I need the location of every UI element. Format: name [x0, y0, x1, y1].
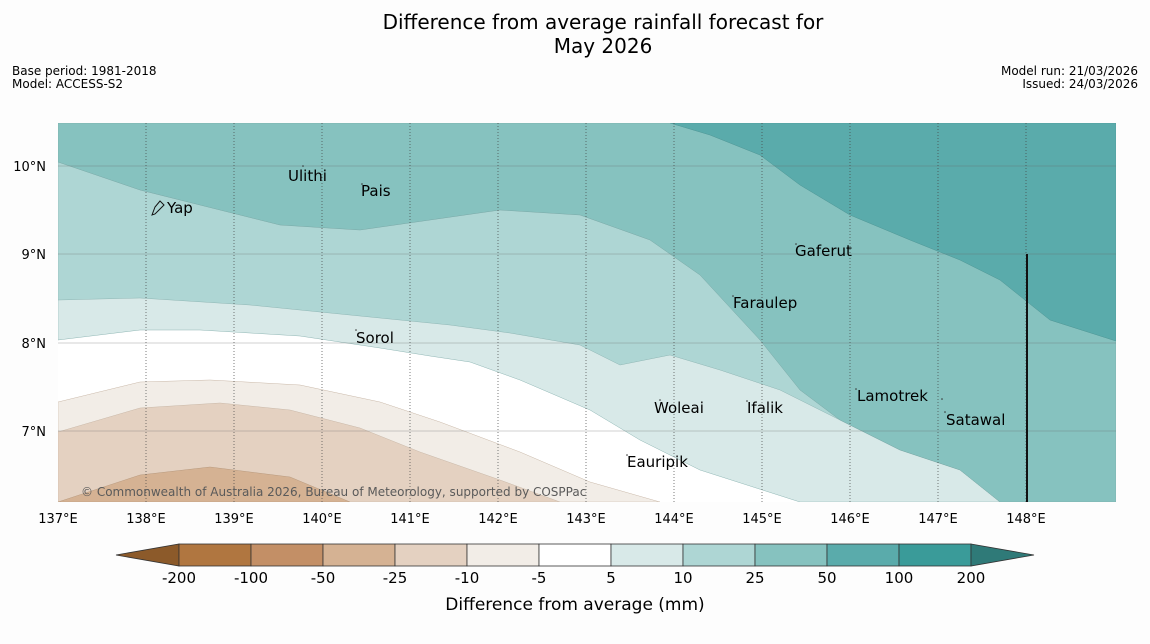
colorbar-swatch	[538, 543, 612, 567]
contour-map: Ulithi Pais Yap Gaferut Faraulep Sorol L…	[58, 123, 1116, 502]
colorbar-tick-label: -10	[455, 569, 480, 587]
band-tan-dark	[58, 466, 351, 502]
lat-tick-label: 9°N	[22, 248, 47, 263]
place-label: Sorol	[356, 329, 394, 347]
place-label: Lamotrek	[857, 387, 928, 405]
lon-tick-label: 146°E	[830, 512, 870, 527]
place-label: Eauripik	[627, 453, 688, 471]
title-line-1: Difference from average rainfall forecas…	[382, 10, 824, 34]
lon-tick-label: 140°E	[302, 512, 342, 527]
meta-left: Base period: 1981-2018 Model: ACCESS-S2	[12, 65, 157, 91]
place-label: Woleai	[654, 399, 704, 417]
lon-tick-label: 138°E	[126, 512, 166, 527]
lon-tick-label: 142°E	[478, 512, 518, 527]
lon-tick-label: 147°E	[918, 512, 958, 527]
lat-axis: 10°N 9°N 8°N 7°N	[13, 160, 46, 440]
model-run: Model run: 21/03/2026	[1000, 64, 1138, 78]
colorbar: -200 -100 -50 -25 -10 -5 5 10 25 50 100 …	[115, 543, 1035, 615]
colorbar-right-arrow	[970, 543, 1035, 567]
copyright-text: © Commonwealth of Australia 2026, Bureau…	[81, 485, 586, 499]
lat-tick-label: 7°N	[22, 425, 47, 440]
colorbar-swatch	[826, 543, 900, 567]
lon-tick-label: 144°E	[654, 512, 694, 527]
colorbar-swatch	[322, 543, 396, 567]
map-title: Difference from average rainfall forecas…	[0, 10, 1150, 58]
place-label: Satawal	[946, 411, 1005, 429]
colorbar-swatch	[610, 543, 684, 567]
colorbar-tick-label: 10	[673, 569, 692, 587]
colorbar-swatch	[394, 543, 468, 567]
colorbar-swatch	[898, 543, 972, 567]
base-period: Base period: 1981-2018	[12, 64, 157, 78]
colorbar-label: Difference from average (mm)	[445, 595, 704, 615]
colorbar-swatch	[682, 543, 756, 567]
colorbar-tick-label: 25	[745, 569, 764, 587]
colorbar-tick-label: -50	[311, 569, 336, 587]
colorbar-swatch	[250, 543, 324, 567]
lat-tick-label: 10°N	[13, 160, 46, 175]
colorbar-tick-label: -100	[234, 569, 268, 587]
graticule	[58, 123, 1116, 502]
model-name: Model: ACCESS-S2	[12, 77, 124, 91]
colorbar-tick-label: 100	[885, 569, 914, 587]
lon-tick-label: 141°E	[390, 512, 430, 527]
meta-right: Model run: 21/03/2026 Issued: 24/03/2026	[1001, 65, 1138, 91]
place-label: Faraulep	[733, 294, 797, 312]
lat-tick-label: 8°N	[22, 337, 47, 352]
lon-tick-label: 143°E	[566, 512, 606, 527]
issued-date: Issued: 24/03/2026	[1022, 77, 1138, 91]
colorbar-swatch	[754, 543, 828, 567]
colorbar-left-arrow	[115, 543, 180, 567]
lon-tick-label: 145°E	[742, 512, 782, 527]
lon-tick-label: 148°E	[1006, 512, 1046, 527]
colorbar-tick-label: 50	[817, 569, 836, 587]
colorbar-swatch	[466, 543, 540, 567]
title-line-2: May 2026	[553, 34, 653, 58]
colorbar-tick-label: -5	[532, 569, 547, 587]
colorbar-tick-label: -25	[383, 569, 408, 587]
yap-island-shape	[151, 200, 165, 216]
colorbar-tick-label: 5	[606, 569, 616, 587]
colorbar-swatch	[178, 543, 252, 567]
place-label: Gaferut	[795, 242, 852, 260]
lon-tick-label: 139°E	[214, 512, 254, 527]
colorbar-tick-label: 200	[957, 569, 986, 587]
place-markers	[302, 165, 946, 456]
place-label: Ifalik	[747, 399, 783, 417]
lon-tick-label: 137°E	[38, 512, 78, 527]
colorbar-tick-label: -200	[162, 569, 196, 587]
band-dark	[669, 123, 1116, 342]
place-label: Yap	[166, 199, 193, 217]
place-label: Ulithi	[288, 167, 327, 185]
lon-axis: 137°E 138°E 139°E 140°E 141°E 142°E 143°…	[38, 512, 1046, 527]
place-label: Pais	[361, 182, 391, 200]
